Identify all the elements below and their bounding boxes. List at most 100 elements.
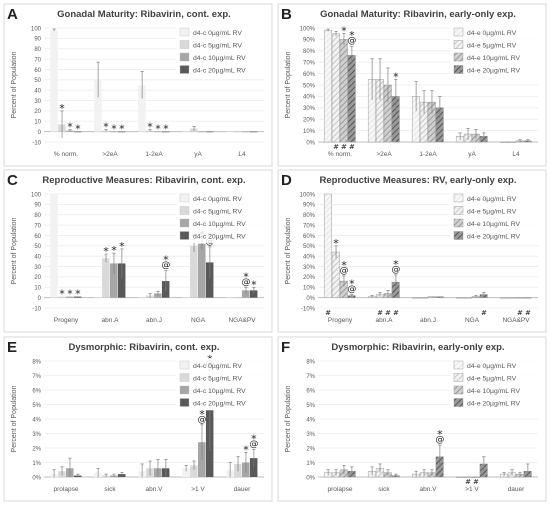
legend-label: d4-c 20µg/mL RV [193,401,246,408]
y-tick-label: 20% [303,118,316,124]
y-tick-label: 0% [306,475,315,481]
y-tick-label: 40 [34,88,41,94]
bar [198,131,206,133]
y-tick-label: 10% [303,129,316,135]
legend-swatch [179,27,190,37]
y-tick-label: 80% [303,49,316,55]
significance-hash: # [517,309,523,317]
x-tick-label: abn.V [420,486,438,493]
y-tick-label: 6% [306,388,315,394]
y-tick-label: 7% [32,374,41,380]
y-tick-label: 90% [303,38,316,44]
y-tick-label: 80 [34,213,41,219]
x-tick-label: Progeny [328,317,353,324]
legend-swatch [179,231,190,240]
panel-letter: E [7,339,17,356]
panel-letter: B [281,6,292,23]
y-tick-label: 100 [31,26,42,32]
bar [463,297,472,299]
bar [182,131,190,133]
chart-title: Dysmorphic: Ribavirin, early-only exp. [331,342,504,353]
legend-label: d4-c 5µg/mL RV [193,43,242,50]
bar [523,297,532,299]
legend-swatch [179,398,190,407]
y-tick-label: 50 [34,244,41,250]
y-tick-label: 50% [303,83,316,89]
significance-at: @ [391,265,400,275]
panel-b: B Gonadal Maturity: Ribavirin, early-only… [277,3,547,167]
x-tick-label: abn.A [376,317,394,324]
significance-star: * [251,432,257,445]
legend-label: d4-e 5µg/mL RV [467,43,517,50]
y-axis-label: Percent of Population [285,385,292,452]
significance-star: * [103,121,109,134]
bar [190,245,198,298]
y-tick-label: 8% [306,359,315,365]
legend-label: d4-e 0µg/mL RV [467,30,517,37]
significance-hash: # [481,309,487,317]
significance-star: * [243,270,249,283]
legend-swatch [179,218,190,228]
significance-hash: # [349,143,355,151]
bar [58,296,66,298]
x-tick-label: >2eA [102,151,118,158]
y-tick-label: 70 [34,223,41,229]
significance-star: * [341,25,347,38]
significance-star: * [393,70,399,83]
significance-star: * [119,240,125,253]
legend [450,191,542,243]
significance-star: * [147,121,153,134]
bar [249,290,258,298]
bar [455,297,464,299]
x-tick-label: abn.J [420,317,436,324]
y-axis-label: Percent of Population [11,217,18,284]
legend [176,358,268,410]
legend-label: d4-e 0µg/mL RV [467,363,517,370]
legend [450,25,542,77]
bar [463,476,472,478]
bar [198,243,206,298]
bar [331,33,340,143]
significance-star: * [59,288,65,301]
y-tick-label: 40% [303,254,316,260]
y-tick-label: -10% [301,306,316,312]
panel-letter: D [281,172,292,189]
legend-swatch [453,231,464,240]
legend-swatch [453,27,464,37]
chart-title: Reproductive Measures: RV, early-only ex… [320,175,517,186]
x-tick-label: % norm. [328,151,352,158]
bar [323,30,332,143]
significance-star: * [393,258,399,271]
significance-hash: # [333,143,339,151]
significance-star: * [75,288,81,301]
y-tick-label: 4% [32,417,41,423]
panel-a: A Gonadal Maturity: Ribavirin, cont. exp.… [3,3,273,167]
legend-swatch [453,65,464,74]
significance-at: @ [161,261,170,271]
legend-label: d4-e 5µg/mL RV [467,209,517,216]
significance-star: * [103,245,109,258]
y-tick-label: 100% [300,26,316,32]
bar [427,296,436,298]
legend [176,25,268,77]
bar [182,297,190,299]
bar [226,131,234,133]
x-tick-label: sick [378,486,390,493]
bar [138,85,146,132]
significance-star: * [251,278,257,291]
y-tick-label: 0% [306,296,315,302]
y-tick-label: 50 [34,78,41,84]
bar [242,131,250,133]
significance-star: * [163,254,169,267]
significance-star: * [349,278,355,291]
x-tick-label: 1-2eA [145,151,163,158]
bar [499,297,508,299]
legend-swatch [179,206,190,215]
bar [138,297,146,299]
bar [507,141,516,143]
y-tick-label: 60 [34,234,41,240]
y-tick-label: 90% [303,203,316,209]
legend-label: d4-e 20µg/mL RV [467,68,521,75]
legend-label: d4-c 20µg/mL RV [193,234,246,241]
